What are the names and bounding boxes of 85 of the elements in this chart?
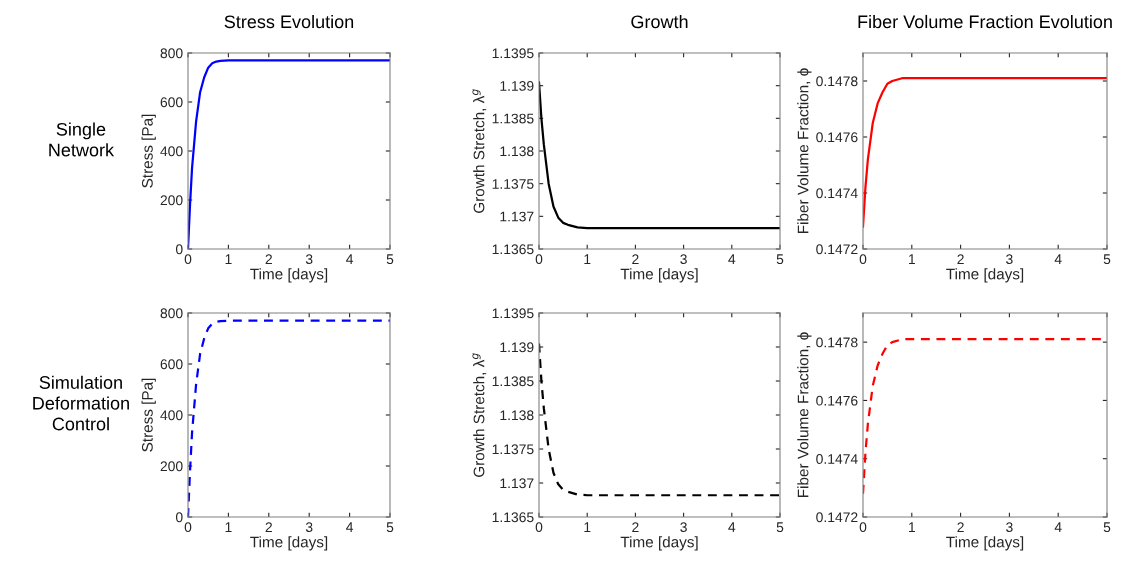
x-tick-label: 3 — [305, 522, 313, 533]
y-tick-label: 1.138 — [500, 146, 534, 157]
y-tick-label: 0.1476 — [816, 132, 858, 143]
y-tick-label: 1.1385 — [492, 113, 534, 124]
y-tick-label: 200 — [160, 195, 183, 206]
x-tick-label: 0 — [859, 522, 867, 533]
y-tick-label: 1.1375 — [492, 444, 534, 455]
x-tick-label: 0 — [535, 522, 543, 533]
x-tick-label: 2 — [957, 254, 964, 264]
y-tick-label: 400 — [160, 146, 183, 157]
x-tick-label: 3 — [680, 522, 687, 533]
y-tick-label: 1.1365 — [492, 244, 534, 255]
x-tick-label: 1 — [909, 254, 915, 264]
x-tick-label: 5 — [386, 522, 394, 533]
x-tick-label: 2 — [265, 254, 272, 264]
y-tick-label: 1.1375 — [492, 179, 534, 189]
y-tick-label: 1.138 — [500, 410, 534, 421]
y-tick-label: 0.1478 — [816, 337, 858, 348]
y-tick-label: 400 — [160, 410, 183, 421]
x-axis-title: Time [days] — [946, 268, 1024, 283]
x-tick-label: 4 — [1054, 254, 1062, 264]
x-tick-label: 4 — [728, 254, 736, 264]
x-axis-title: Time [days] — [250, 536, 328, 551]
x-axis-title: Time [days] — [946, 536, 1024, 551]
y-tick-label: 600 — [160, 97, 183, 108]
y-tick-label: 1.1385 — [492, 376, 534, 387]
y-tick-label: 1.1365 — [492, 512, 534, 523]
x-tick-label: 1 — [225, 522, 232, 532]
text: Simulation Deformation Control — [33, 375, 129, 431]
text: Single Network — [49, 122, 115, 157]
y-tick-label: 1.1395 — [492, 308, 534, 319]
chart-title: Growth — [631, 14, 688, 29]
y-tick-label: 1.139 — [500, 81, 534, 91]
x-tick-label: 0 — [859, 254, 867, 265]
x-tick-label: 5 — [1103, 522, 1111, 533]
x-tick-label: 1 — [584, 254, 591, 264]
x-tick-label: 1 — [909, 522, 915, 532]
y-axis-title: Growth Stretch, λ$^{g}$ — [472, 89, 487, 213]
y-tick-label: 1.139 — [500, 342, 534, 353]
x-tick-label: 4 — [1054, 522, 1062, 532]
x-tick-label: 2 — [632, 522, 639, 532]
x-tick-label: 4 — [346, 522, 354, 532]
x-tick-label: 5 — [776, 522, 784, 533]
y-tick-label: 0.1474 — [816, 188, 858, 199]
y-axis-title: Fiber Volume Fraction, ϕ — [797, 68, 812, 233]
chart-title: Stress Evolution — [224, 14, 354, 29]
y-tick-label: 600 — [160, 359, 183, 370]
x-axis-title: Time [days] — [620, 536, 698, 551]
y-tick-label: 0 — [175, 512, 183, 523]
x-tick-label: 0 — [184, 254, 192, 265]
x-tick-label: 1 — [225, 254, 232, 264]
x-axis-title: Time [days] — [250, 268, 328, 283]
y-axis-title: Stress [Pa] — [141, 378, 156, 452]
x-axis-title: Time [days] — [620, 268, 698, 283]
y-tick-label: 200 — [160, 461, 183, 472]
x-tick-label: 4 — [728, 522, 736, 532]
x-tick-label: 5 — [1103, 254, 1111, 265]
x-tick-label: 2 — [632, 254, 639, 264]
x-tick-label: 3 — [1006, 522, 1013, 533]
y-tick-label: 0.1472 — [816, 512, 858, 523]
y-tick-label: 0.1478 — [816, 76, 858, 87]
x-tick-label: 4 — [346, 254, 354, 264]
x-tick-label: 0 — [535, 254, 543, 265]
x-tick-label: 3 — [680, 254, 687, 265]
y-tick-label: 0.1476 — [816, 395, 858, 406]
x-tick-label: 3 — [1006, 254, 1013, 265]
x-tick-label: 1 — [584, 522, 591, 532]
y-tick-label: 800 — [160, 48, 183, 59]
x-tick-label: 2 — [265, 522, 272, 532]
y-axis-title: Growth Stretch, λ$^{g}$ — [472, 353, 487, 477]
x-tick-label: 0 — [184, 522, 192, 533]
y-tick-label: 0.1474 — [816, 454, 858, 464]
x-tick-label: 2 — [957, 522, 964, 532]
y-tick-label: 0.1472 — [816, 244, 858, 255]
x-tick-label: 3 — [305, 254, 313, 265]
x-tick-label: 5 — [776, 254, 784, 265]
y-tick-label: 1.137 — [500, 211, 534, 222]
y-axis-title: Fiber Volume Fraction, ϕ — [797, 332, 812, 497]
y-tick-label: 800 — [160, 308, 183, 319]
y-axis-title: Stress [Pa] — [141, 114, 156, 188]
y-tick-label: 0 — [175, 244, 183, 255]
y-tick-label: 1.137 — [500, 478, 534, 489]
y-tick-label: 1.1395 — [492, 48, 534, 59]
x-tick-label: 5 — [386, 254, 394, 265]
chart-title: Fiber Volume Fraction Evolution — [858, 14, 1112, 29]
